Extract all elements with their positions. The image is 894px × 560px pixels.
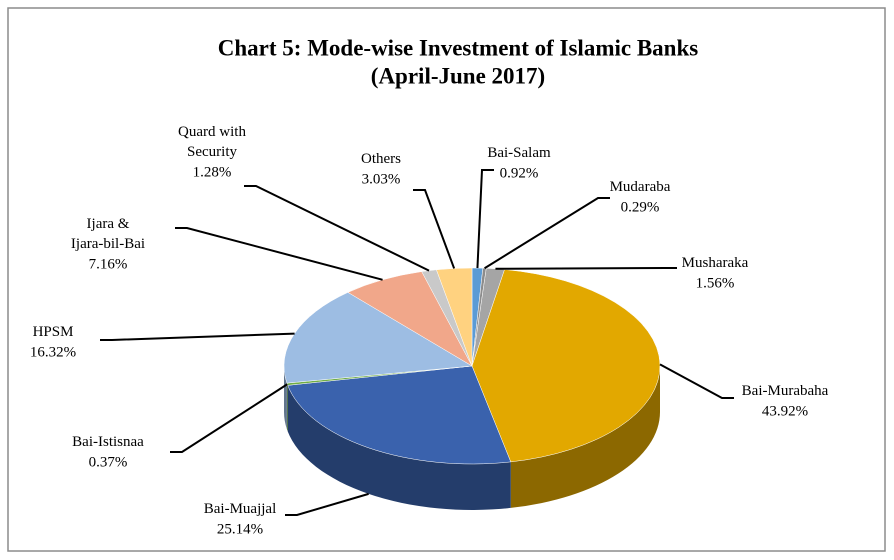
data-label: 16.32% [30,344,76,360]
data-label: 25.14% [217,521,263,537]
leader-line [244,185,430,272]
slice-name: Quard with Security [178,124,246,160]
data-label: 1.56% [696,275,735,291]
chart-title: (April-June 2017) [371,63,545,88]
slice-side [287,385,511,510]
data-label: 0.92% [500,165,539,181]
data-label: 0.37% [89,454,128,470]
slice-name: Bai-Murabaha [742,383,829,399]
slice-side [284,366,287,430]
leader-line [100,332,295,341]
slice-name: Bai-Salam [487,145,551,161]
data-label: 43.92% [762,403,808,419]
slice-name: Others [361,151,401,167]
data-label: 3.03% [362,171,401,187]
leader-line [170,383,288,453]
leader-line [175,227,383,281]
data-label: 1.28% [193,164,232,180]
slice-name: Mudaraba [610,179,671,195]
leader-line [285,492,369,516]
slice [436,267,473,367]
slice-side [510,366,660,508]
slice [283,292,473,384]
slice-name: HPSM [33,324,74,340]
slice-name: Musharaka [682,255,749,271]
slice-side [286,383,288,432]
data-label: 0.29% [621,199,660,215]
slice [471,269,661,463]
leader-line [413,189,456,269]
leader-line [476,169,494,269]
slice-name: Ijara & Ijara-bil-Bai [71,216,145,252]
slice-name: Bai-Istisnaa [72,434,144,450]
leader-line [495,267,677,270]
leader-line [659,363,734,399]
data-label: 7.16% [89,256,128,272]
chart-title: Chart 5: Mode-wise Investment of Islamic… [218,35,698,60]
slice [287,365,512,465]
leader-line [484,197,610,270]
slice-name: Bai-Muajjal [204,501,276,517]
